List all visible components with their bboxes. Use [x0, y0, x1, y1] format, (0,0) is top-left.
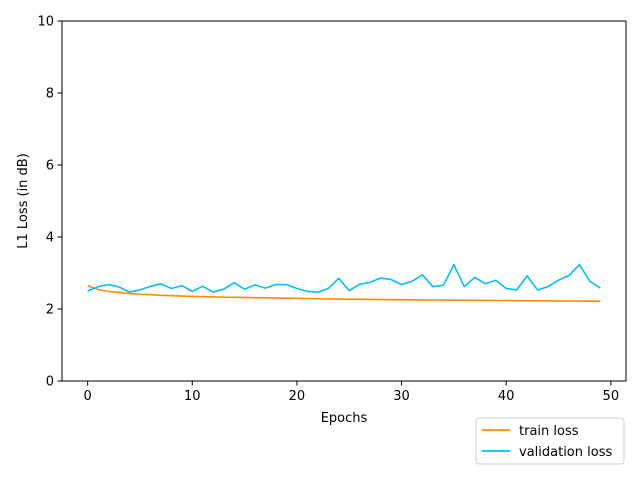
series-line-train-loss: [87, 284, 601, 303]
legend-label-train-loss: train loss: [519, 424, 579, 439]
y-tick-label: 10: [37, 15, 54, 30]
legend: train loss validation loss: [475, 417, 625, 465]
y-tick-label: 6: [46, 159, 54, 174]
x-tick-label: 30: [393, 389, 410, 404]
plot-lines: [87, 263, 601, 303]
legend-box: [475, 417, 625, 465]
x-axis-ticks: 0 10 20 30 40 50: [83, 381, 619, 404]
y-axis-label: L1 Loss (in dB): [16, 153, 31, 249]
y-tick-label: 8: [46, 87, 54, 102]
x-axis-label: Epochs: [321, 411, 368, 426]
x-tick-label: 10: [184, 389, 201, 404]
y-tick-label: 2: [46, 303, 54, 318]
y-tick-label: 0: [46, 375, 54, 390]
legend-label-validation-loss: validation loss: [519, 445, 612, 460]
x-tick-label: 50: [603, 389, 620, 404]
x-tick-label: 20: [289, 389, 306, 404]
y-axis-ticks: 0 2 4 6 8 10: [37, 15, 62, 390]
series-line-validation-loss: [87, 263, 601, 293]
plot-frame: [61, 20, 627, 382]
x-tick-label: 40: [498, 389, 515, 404]
y-tick-label: 4: [46, 231, 54, 246]
x-tick-label: 0: [83, 389, 91, 404]
